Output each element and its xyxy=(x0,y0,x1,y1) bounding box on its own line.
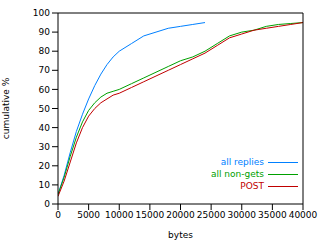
svg-text:100: 100 xyxy=(33,8,50,18)
svg-text:40000: 40000 xyxy=(289,210,312,220)
svg-text:30000: 30000 xyxy=(227,210,256,220)
svg-text:80: 80 xyxy=(39,46,51,56)
svg-text:90: 90 xyxy=(39,27,51,37)
svg-text:35000: 35000 xyxy=(258,210,287,220)
svg-text:50: 50 xyxy=(39,104,51,114)
html-text:all non-gets: all non-gets xyxy=(211,169,264,179)
html-text:all replies: all replies xyxy=(220,157,264,167)
svg-text:cumulative %: cumulative % xyxy=(8,77,11,139)
svg-text:0: 0 xyxy=(55,210,61,220)
svg-text:5000: 5000 xyxy=(77,210,100,220)
svg-text:25000: 25000 xyxy=(197,210,226,220)
svg-text:10: 10 xyxy=(39,180,51,190)
svg-text:60: 60 xyxy=(39,85,51,95)
svg-text:20000: 20000 xyxy=(166,210,195,220)
svg-text:20: 20 xyxy=(39,161,51,171)
svg-text:0: 0 xyxy=(44,199,50,209)
html-text:POST: POST xyxy=(240,181,264,191)
svg-text:70: 70 xyxy=(39,65,51,75)
svg-text:30: 30 xyxy=(39,142,51,152)
svg-text:40: 40 xyxy=(39,123,51,133)
svg-text:10000: 10000 xyxy=(105,210,134,220)
svg-text:15000: 15000 xyxy=(136,210,165,220)
svg-text:bytes: bytes xyxy=(168,230,193,240)
